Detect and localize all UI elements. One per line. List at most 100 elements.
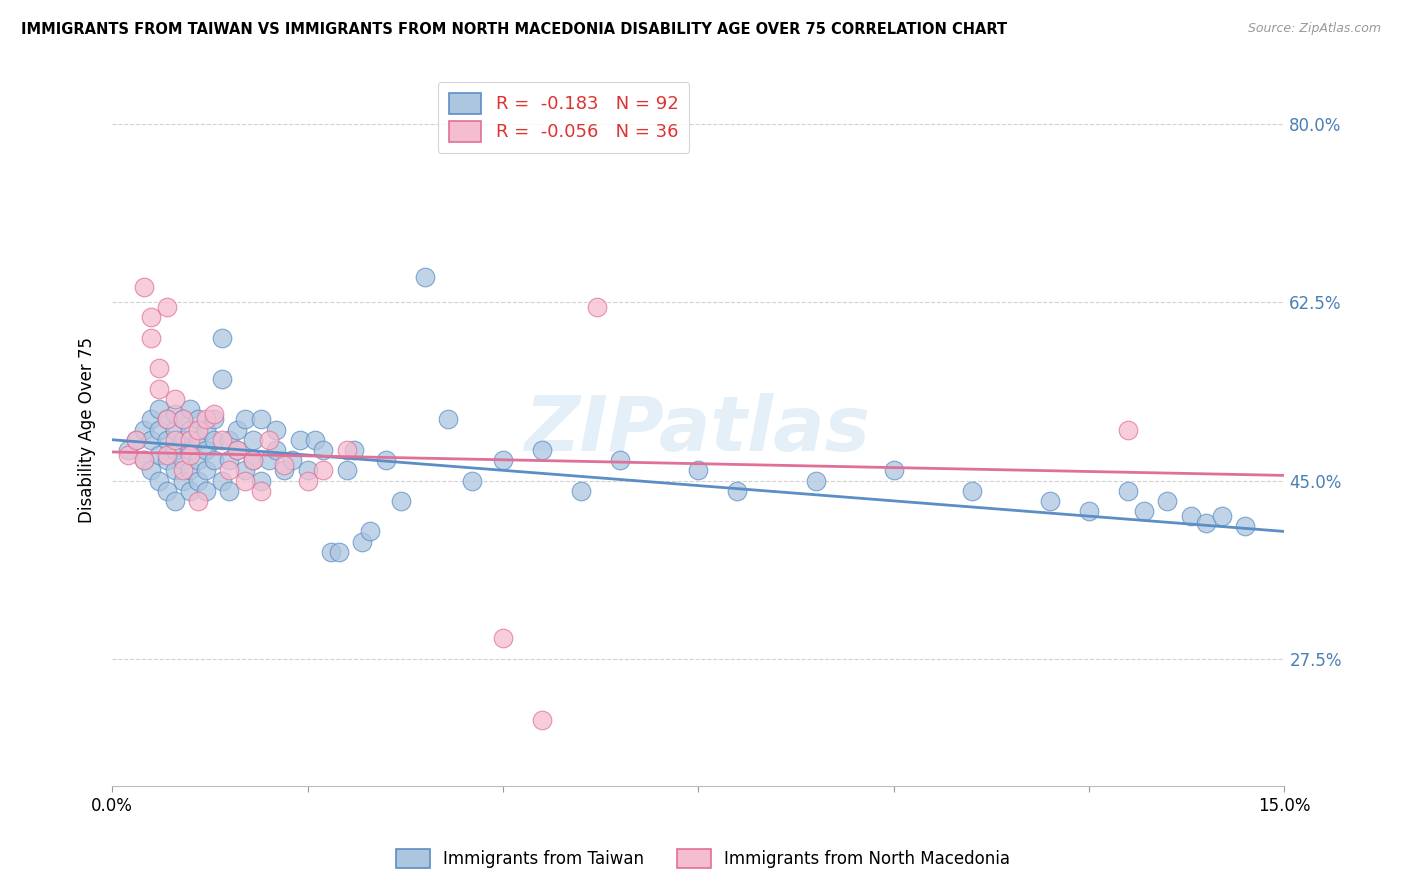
Point (156, 412, 179, 426)
Point (288, 433, 311, 447)
Point (460, 474, 482, 488)
Point (195, 483, 218, 498)
Point (163, 423, 186, 437)
Point (725, 483, 748, 498)
Point (1078, 504, 1101, 518)
Point (179, 483, 201, 498)
Point (304, 433, 326, 447)
Point (249, 483, 271, 498)
Point (312, 463, 335, 477)
Point (413, 269, 436, 284)
Point (195, 442, 218, 457)
Point (141, 331, 163, 345)
Point (218, 453, 240, 467)
Point (156, 433, 179, 447)
Point (117, 448, 139, 462)
Point (273, 458, 295, 473)
Point (1234, 519, 1257, 533)
Point (328, 545, 350, 559)
Point (163, 407, 186, 421)
Point (202, 412, 225, 426)
Point (163, 494, 186, 508)
Point (141, 463, 163, 477)
Point (156, 483, 179, 498)
Point (1039, 494, 1062, 508)
Point (336, 442, 359, 457)
Point (179, 463, 201, 477)
Point (211, 474, 233, 488)
Point (233, 474, 256, 488)
Point (148, 448, 170, 462)
Point (179, 402, 201, 417)
Point (281, 453, 304, 467)
Point (148, 402, 170, 417)
Point (195, 423, 218, 437)
Point (163, 442, 186, 457)
Point (125, 433, 148, 447)
Point (141, 412, 163, 426)
Point (195, 412, 218, 426)
Point (804, 474, 827, 488)
Point (492, 453, 515, 467)
Point (249, 474, 271, 488)
Point (242, 433, 264, 447)
Point (156, 448, 179, 462)
Point (233, 412, 256, 426)
Point (257, 433, 280, 447)
Point (179, 423, 201, 437)
Text: IMMIGRANTS FROM TAIWAN VS IMMIGRANTS FROM NORTH MACEDONIA DISABILITY AGE OVER 75: IMMIGRANTS FROM TAIWAN VS IMMIGRANTS FRO… (21, 22, 1007, 37)
Point (179, 448, 201, 462)
Point (1156, 494, 1178, 508)
Point (117, 442, 139, 457)
Point (1116, 483, 1139, 498)
Y-axis label: Disability Age Over 75: Disability Age Over 75 (79, 336, 96, 523)
Point (132, 280, 155, 294)
Point (172, 474, 194, 488)
Point (688, 463, 710, 477)
Point (132, 423, 155, 437)
Point (172, 412, 194, 426)
Point (141, 433, 163, 447)
Point (141, 310, 163, 325)
Point (242, 453, 264, 467)
Point (125, 433, 148, 447)
Point (492, 632, 515, 646)
Point (226, 423, 249, 437)
Point (883, 463, 905, 477)
Point (211, 433, 233, 447)
Legend: Immigrants from Taiwan, Immigrants from North Macedonia: Immigrants from Taiwan, Immigrants from … (389, 842, 1017, 875)
Point (211, 331, 233, 345)
Point (195, 463, 218, 477)
Point (297, 463, 319, 477)
Point (172, 453, 194, 467)
Point (249, 412, 271, 426)
Point (148, 474, 170, 488)
Point (266, 442, 288, 457)
Point (1195, 516, 1218, 531)
Point (960, 483, 983, 498)
Point (226, 442, 249, 457)
Point (226, 442, 249, 457)
Point (359, 524, 381, 539)
Point (218, 463, 240, 477)
Point (179, 433, 201, 447)
Point (202, 407, 225, 421)
Point (218, 483, 240, 498)
Point (273, 463, 295, 477)
Point (148, 382, 170, 396)
Point (312, 442, 335, 457)
Point (148, 423, 170, 437)
Point (132, 453, 155, 467)
Point (172, 412, 194, 426)
Point (187, 453, 209, 467)
Text: Source: ZipAtlas.com: Source: ZipAtlas.com (1247, 22, 1381, 36)
Point (374, 453, 396, 467)
Point (297, 474, 319, 488)
Point (187, 494, 209, 508)
Point (531, 713, 554, 727)
Point (172, 433, 194, 447)
Point (163, 463, 186, 477)
Point (211, 371, 233, 385)
Point (531, 442, 554, 457)
Point (1116, 423, 1139, 437)
